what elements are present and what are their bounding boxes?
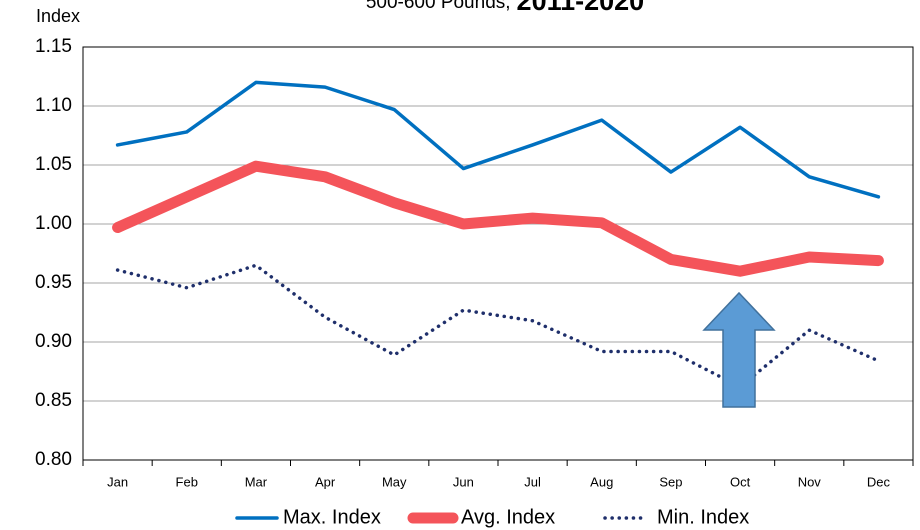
series-line: [112, 160, 884, 277]
x-tick-label: Oct: [730, 474, 751, 489]
y-tick-label: 1.05: [35, 154, 72, 175]
subtitle-years: 2011-2020: [517, 0, 645, 16]
x-tick-label: Apr: [315, 474, 336, 489]
legend-label: Max. Index: [283, 506, 381, 528]
x-tick-label: Jun: [453, 474, 474, 489]
subtitle-text: 500-600 Pounds,: [366, 0, 511, 13]
x-tick-label: Mar: [245, 474, 268, 489]
x-tick-label: Sep: [659, 474, 682, 489]
y-tick-label: 1.15: [35, 36, 72, 57]
x-tick-label: Nov: [798, 474, 822, 489]
y-axis-label: Index: [36, 6, 80, 26]
y-tick-label: 0.95: [35, 272, 72, 293]
y-tick-label: 0.90: [35, 331, 72, 352]
legend-label: Avg. Index: [461, 506, 555, 528]
y-tick-label: 0.80: [35, 449, 72, 470]
x-tick-label: Feb: [176, 474, 198, 489]
x-tick-label: Jul: [524, 474, 541, 489]
series-line: [115, 263, 881, 389]
y-tick-label: 0.85: [35, 390, 72, 411]
y-tick-label: 1.10: [35, 95, 72, 116]
legend: Max. Index Avg. Index Min. Index: [235, 506, 749, 528]
series-line: [115, 80, 881, 199]
chart-subtitle: 500-600 Pounds, 2011-2020: [366, 0, 644, 16]
x-tick-label: May: [382, 474, 407, 489]
x-tick-label: Dec: [867, 474, 891, 489]
x-tick-label: Aug: [590, 474, 613, 489]
plot: [112, 80, 884, 389]
legend-label: Min. Index: [657, 506, 749, 528]
plot-frame: [82, 46, 914, 461]
arrow-annotation: [702, 291, 776, 408]
x-tick-label: Jan: [107, 474, 128, 489]
y-tick-label: 1.00: [35, 213, 72, 234]
